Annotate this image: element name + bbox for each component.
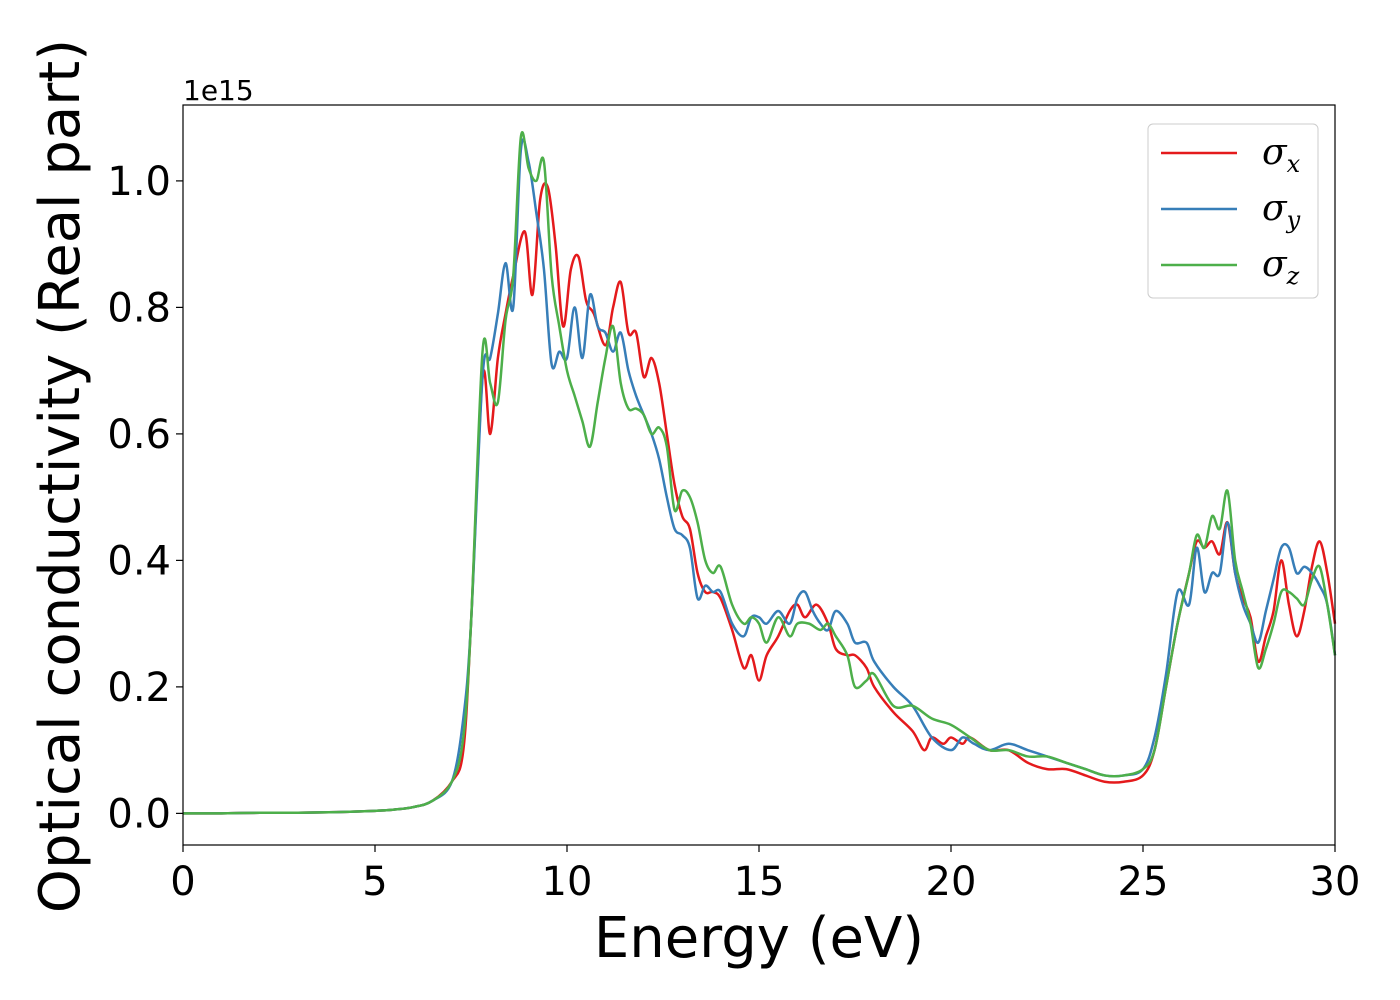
legend-label-y: σy bbox=[1262, 188, 1301, 234]
x-tick-label: 0 bbox=[170, 859, 195, 905]
y-axis-title: Optical conductivity (Real part) bbox=[28, 39, 93, 913]
series-line-y bbox=[182, 138, 1337, 815]
tick-layer: 0 5 10 15 20 25 30 0.0 0.2 0.4 0.6 0.8 1.0 bbox=[107, 159, 1360, 905]
x-tick-label: 10 bbox=[542, 859, 593, 905]
x-tick-label: 15 bbox=[734, 859, 785, 905]
x-axis-title: Energy (eV) bbox=[594, 906, 924, 971]
series-line-z bbox=[182, 131, 1337, 815]
legend-label-x: σx bbox=[1262, 132, 1301, 178]
legend: σx σy σz bbox=[1147, 123, 1319, 299]
y-tick-label: 0.6 bbox=[107, 412, 171, 458]
y-tick-label: 1.0 bbox=[107, 159, 171, 205]
legend-box bbox=[1147, 123, 1319, 299]
plot-background bbox=[183, 105, 1335, 845]
x-tick-label: 25 bbox=[1118, 859, 1169, 905]
y-tick-label: 0.2 bbox=[107, 665, 171, 711]
legend-entries: σx σy σz bbox=[1161, 132, 1301, 290]
x-tick-label: 5 bbox=[362, 859, 387, 905]
y-tick-label: 0.4 bbox=[107, 538, 171, 584]
plot-frame bbox=[182, 104, 1336, 846]
series-layer bbox=[182, 131, 1337, 815]
x-tick-label: 20 bbox=[926, 859, 977, 905]
y-offset-label: 1e15 bbox=[183, 74, 254, 107]
y-tick-label: 0.0 bbox=[107, 791, 171, 837]
y-tick-label: 0.8 bbox=[107, 285, 171, 331]
x-tick-label: 30 bbox=[1310, 859, 1361, 905]
legend-label-z: σz bbox=[1262, 244, 1300, 290]
